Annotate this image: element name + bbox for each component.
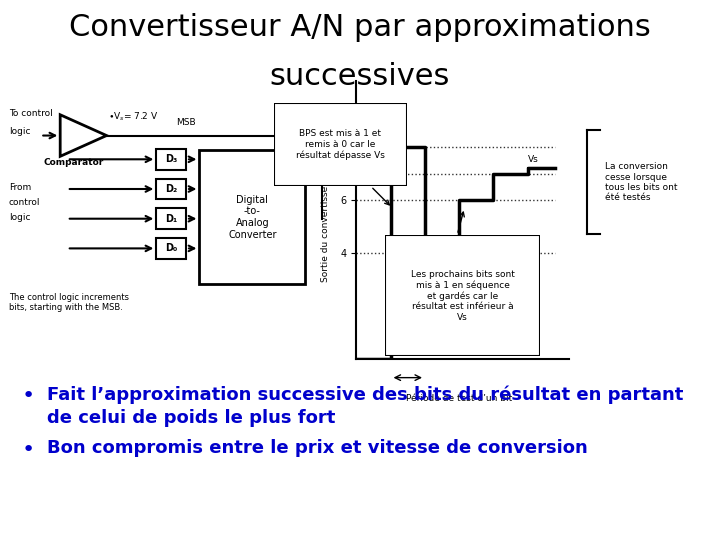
- Text: D₁: D₁: [165, 214, 177, 224]
- Text: Traduit et adapté de m atériel m is sur Internet par divers auteurs: Traduit et adapté de m atériel m is sur …: [7, 521, 306, 531]
- Text: D₂: D₂: [165, 184, 177, 194]
- Bar: [199, 150, 305, 284]
- Bar: [156, 179, 186, 199]
- Text: logic: logic: [9, 213, 30, 222]
- Text: Convertisseur A/N par approximations: Convertisseur A/N par approximations: [69, 14, 651, 43]
- Text: The control logic increments
bits, starting with the MSB.: The control logic increments bits, start…: [9, 293, 129, 312]
- Text: D₃: D₃: [165, 154, 177, 164]
- Text: logic: logic: [9, 126, 30, 136]
- Bar: [156, 208, 186, 229]
- Bar: [156, 238, 186, 259]
- Polygon shape: [60, 114, 107, 156]
- Text: successives: successives: [270, 62, 450, 91]
- Text: La conversion
cesse lorsque
tous les bits ont
été testés: La conversion cesse lorsque tous les bit…: [606, 162, 678, 202]
- Text: Vs: Vs: [528, 155, 539, 164]
- Text: Digital
-to-
Analog
Converter: Digital -to- Analog Converter: [228, 195, 276, 240]
- Text: To control: To control: [9, 109, 53, 118]
- Y-axis label: Sortie du convertisseur N/A: Sortie du convertisseur N/A: [320, 158, 330, 282]
- Text: $\bullet$V$_s$= 7.2 V: $\bullet$V$_s$= 7.2 V: [108, 110, 159, 123]
- Text: Comparator: Comparator: [43, 158, 104, 167]
- Text: MSB: MSB: [176, 118, 196, 127]
- Text: •: •: [22, 440, 35, 460]
- Text: Période de test d’un bit: Période de test d’un bit: [406, 394, 513, 402]
- Text: From: From: [9, 183, 31, 192]
- Text: Les prochains bits sont
mis à 1 en séquence
et gardés car le
résultat est inféri: Les prochains bits sont mis à 1 en séque…: [410, 270, 515, 321]
- Text: •: •: [22, 386, 35, 406]
- Text: de celui de poids le plus fort: de celui de poids le plus fort: [47, 409, 336, 427]
- Text: Fait l’approximation successive des bits du résultat en partant: Fait l’approximation successive des bits…: [47, 385, 683, 403]
- Text: control: control: [9, 198, 40, 207]
- Text: D₀: D₀: [165, 244, 177, 253]
- Bar: [156, 149, 186, 170]
- Text: Bon compromis entre le prix et vitesse de conversion: Bon compromis entre le prix et vitesse d…: [47, 439, 588, 457]
- Text: BPS est mis à 1 et
remis à 0 car le
résultat dépasse Vs: BPS est mis à 1 et remis à 0 car le résu…: [296, 129, 384, 160]
